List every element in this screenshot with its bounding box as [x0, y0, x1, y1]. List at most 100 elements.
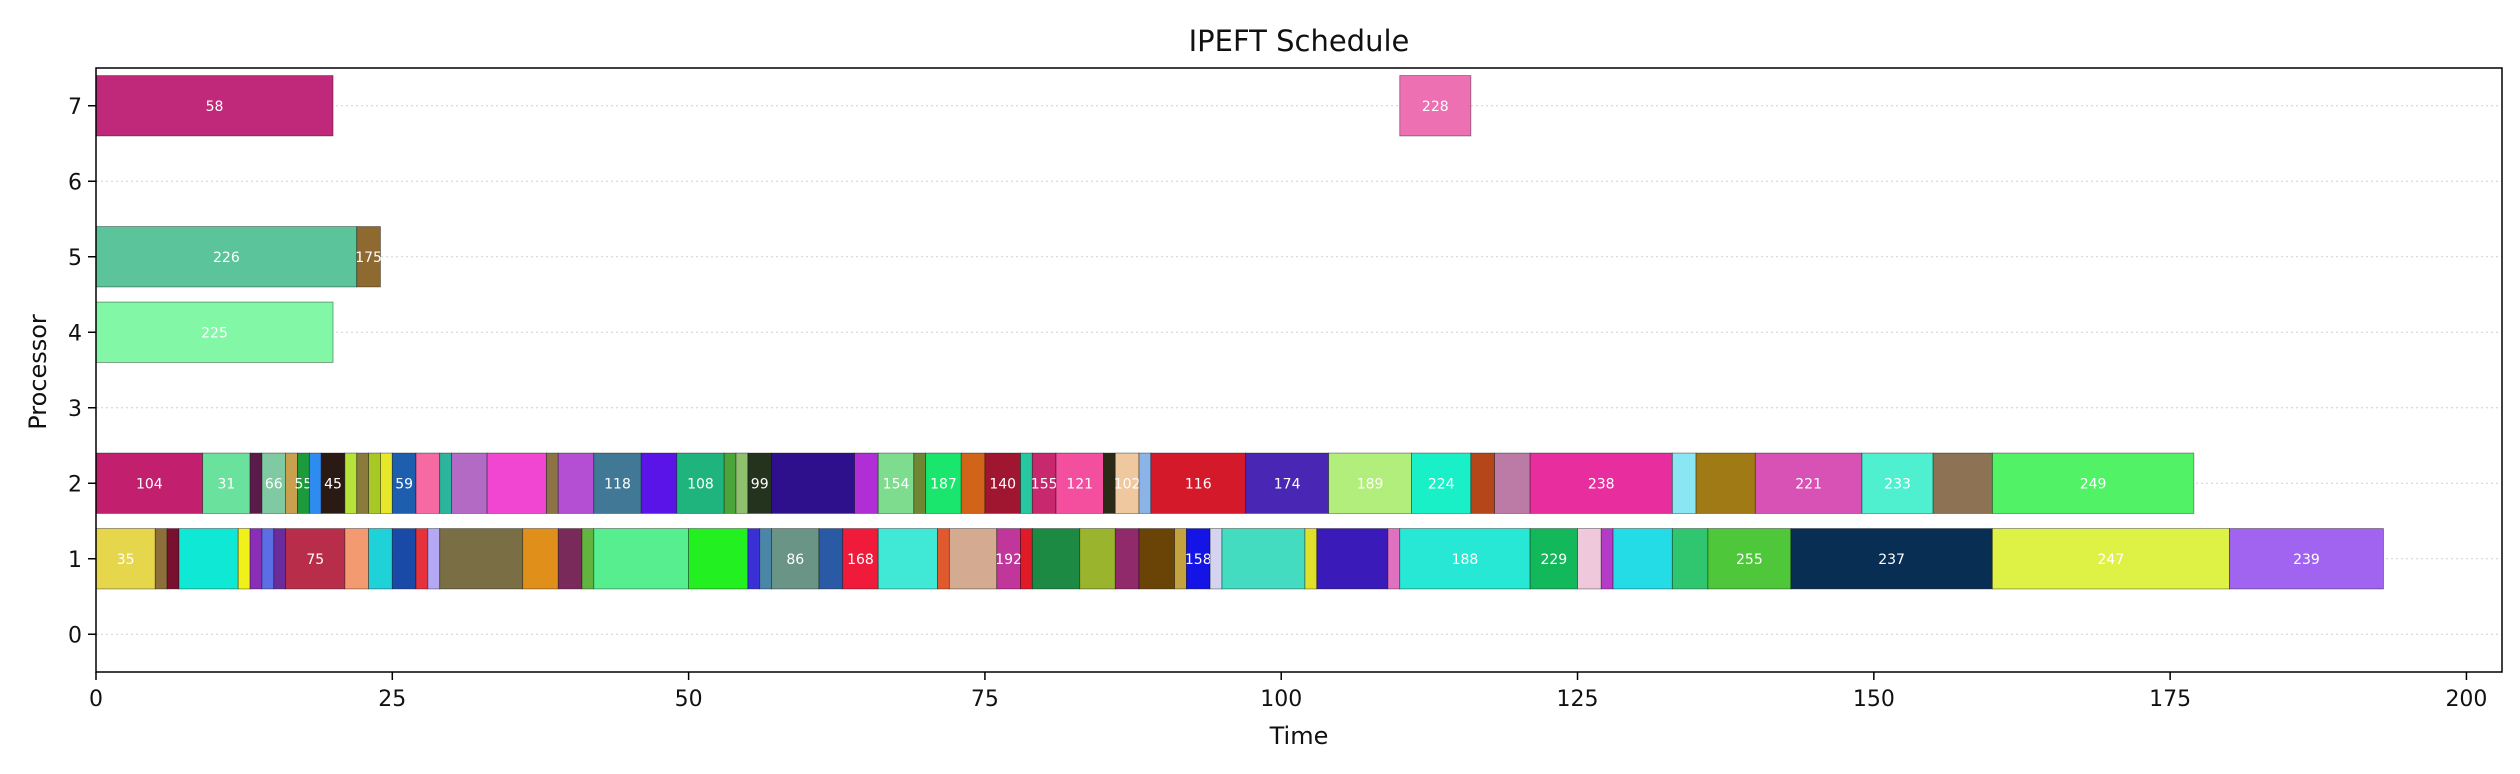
task-label: 121	[1066, 476, 1093, 492]
task-label: 249	[2080, 476, 2107, 492]
task-bar	[913, 452, 927, 514]
task-bar	[676, 452, 725, 514]
task-bar	[1612, 528, 1673, 590]
task-bar	[593, 528, 690, 590]
chart-title: IPEFT Schedule	[1189, 24, 1410, 58]
task-bar	[771, 452, 855, 514]
task-label: 224	[1428, 476, 1455, 492]
y-axis: 0 1 2 3 4 5 6 7	[68, 95, 96, 648]
y-tick-label: 1	[68, 548, 82, 573]
task-label: 108	[687, 476, 714, 492]
task-bar	[593, 452, 642, 514]
x-tick-label: 125	[1557, 687, 1599, 712]
task-label: 104	[136, 476, 163, 492]
task-bar	[1020, 528, 1033, 590]
task-bar	[178, 528, 239, 590]
task-bar	[1695, 452, 1756, 514]
x-tick-label: 25	[378, 687, 406, 712]
task-label: 31	[217, 476, 235, 492]
x-tick-label: 200	[2445, 687, 2487, 712]
task-bar	[877, 452, 915, 514]
task-bar	[273, 528, 287, 590]
task-bar	[154, 528, 168, 590]
x-tick-label: 75	[971, 687, 999, 712]
task-bar	[439, 452, 452, 514]
task-bar	[1671, 452, 1697, 514]
task-label: 174	[1274, 476, 1301, 492]
task-bar	[960, 452, 986, 514]
task-label: 175	[355, 250, 382, 266]
x-tick-label: 175	[2149, 687, 2191, 712]
task-bar	[356, 226, 381, 288]
task-label: 154	[883, 476, 910, 492]
task-bar	[1387, 528, 1401, 590]
task-label: 158	[1185, 552, 1212, 568]
task-bar	[451, 452, 488, 514]
task-bar	[1138, 528, 1175, 590]
task-bar	[1529, 452, 1673, 514]
task-bar	[95, 75, 334, 137]
task-bar	[415, 452, 441, 514]
task-bar	[308, 452, 322, 514]
task-bar	[415, 528, 429, 590]
task-label: 58	[206, 99, 224, 115]
task-label: 86	[786, 552, 804, 568]
task-bar	[249, 528, 263, 590]
task-bar	[557, 452, 595, 514]
task-bar	[842, 528, 879, 590]
task-bar	[1577, 528, 1602, 590]
task-bar	[380, 452, 393, 514]
task-label: 140	[989, 476, 1016, 492]
y-axis-label: Processor	[24, 314, 52, 430]
task-bar	[237, 528, 251, 590]
task-label: 255	[1736, 552, 1763, 568]
task-label: 35	[117, 552, 135, 568]
y-tick-label: 3	[68, 397, 82, 422]
task-bar	[1529, 528, 1578, 590]
task-bar	[297, 452, 310, 514]
task-bar	[344, 452, 358, 514]
task-label: 55	[294, 476, 312, 492]
task-bar	[1399, 528, 1531, 590]
task-bar	[854, 452, 879, 514]
task-bar	[522, 528, 559, 590]
task-label: 45	[324, 476, 342, 492]
task-label: 75	[306, 552, 324, 568]
task-bar	[723, 452, 737, 514]
task-bar	[1494, 452, 1531, 514]
task-bar	[1079, 528, 1116, 590]
task-label: 118	[604, 476, 631, 492]
task-label: 59	[395, 476, 413, 492]
task-bar	[1754, 452, 1863, 514]
task-bar	[249, 452, 263, 514]
task-bar	[1671, 528, 1709, 590]
task-bar	[344, 528, 370, 590]
task-bar	[937, 528, 950, 590]
task-bar	[1221, 528, 1306, 590]
task-label: 99	[751, 476, 769, 492]
task-bar	[1114, 528, 1140, 590]
task-label: 239	[2293, 552, 2320, 568]
task-bar	[1138, 452, 1152, 514]
task-bars: 58 228 226 175 225 104 31 66 55 45 59 118 108 99 154 18…	[95, 75, 2384, 590]
task-label: 238	[1588, 476, 1615, 492]
task-bar	[759, 528, 772, 590]
task-label: 228	[1422, 99, 1449, 115]
task-bar	[545, 452, 559, 514]
task-label: 188	[1452, 552, 1479, 568]
task-bar	[1991, 452, 2195, 514]
task-label: 226	[213, 250, 240, 266]
task-label: 168	[847, 552, 874, 568]
task-bar	[1600, 528, 1614, 590]
x-tick-label: 100	[1260, 687, 1302, 712]
task-bar	[771, 528, 820, 590]
task-bar	[1316, 528, 1389, 590]
task-bar	[877, 528, 938, 590]
task-bar	[95, 452, 204, 514]
task-label: 229	[1540, 552, 1567, 568]
task-bar	[1150, 452, 1247, 514]
task-label: 192	[995, 552, 1022, 568]
task-bar	[95, 528, 156, 590]
task-bar	[1991, 528, 2230, 590]
